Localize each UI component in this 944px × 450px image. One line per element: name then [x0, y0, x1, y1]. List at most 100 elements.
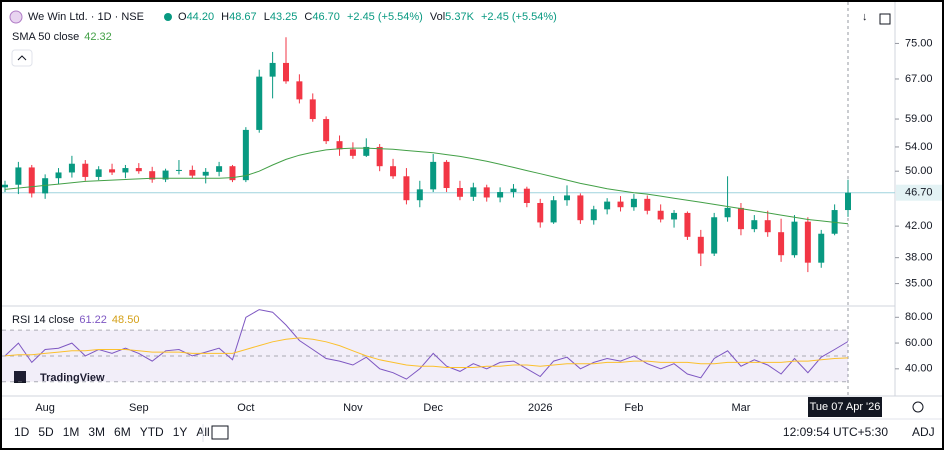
chevron-up [17, 55, 27, 61]
candle-body [550, 200, 557, 223]
range-button[interactable]: YTD [140, 425, 164, 439]
last-price-label: 46.70 [905, 187, 933, 199]
line-series [4, 147, 849, 225]
candle-body [751, 220, 758, 230]
time-tick-label: Mar [731, 402, 750, 414]
price-tick-label: 42.00 [905, 220, 933, 232]
candle-body [390, 166, 397, 177]
candle-body [778, 232, 785, 256]
crosshair-date: Tue 07 Apr '26 [810, 401, 881, 413]
candle-body [443, 161, 450, 189]
value: 48.67 [229, 11, 257, 23]
collapse-button[interactable] [11, 49, 33, 67]
candle-body [28, 167, 35, 194]
candle-body [122, 168, 129, 173]
candle-body [135, 168, 142, 172]
range-button[interactable]: 1Y [173, 425, 188, 439]
candle-body [764, 220, 771, 233]
label: C [304, 11, 312, 23]
value: 46.70 [312, 11, 340, 23]
candle-body [590, 209, 597, 221]
time-tick-label: 2026 [528, 402, 552, 414]
candle-body [283, 62, 289, 82]
candle-body [456, 188, 463, 197]
rsi-tick-label: 40.00 [905, 363, 933, 375]
ohlc: O44.20 H48.67 L43.25 C46.70 +2.45 (+5.54… [178, 11, 557, 23]
range-button[interactable]: 1D [14, 425, 30, 439]
candle-body [216, 166, 223, 172]
adj-button[interactable]: ADJ [912, 425, 935, 439]
rsi-ma-value: 48.50 [112, 314, 140, 326]
price-tick-label: 59.00 [905, 113, 933, 125]
candle-body [791, 221, 798, 256]
rsi-legend: RSI 14 close 61.22 48.50 [12, 314, 139, 326]
range-button[interactable]: 3M [88, 425, 105, 439]
candle-body [323, 119, 330, 142]
candle-body [577, 195, 584, 221]
fullscreen-icon[interactable] [879, 13, 891, 25]
date-range-icon[interactable] [211, 425, 229, 440]
candle-body [657, 210, 664, 220]
candle-body [269, 62, 276, 77]
candle-body [416, 189, 423, 201]
volume-change: +2.45 (+5.54%) [481, 11, 557, 23]
time-tick-label: Nov [343, 402, 363, 414]
candle-body [831, 210, 838, 234]
candle-body [470, 187, 477, 197]
candle-body [95, 169, 102, 177]
candle-body [363, 146, 370, 156]
candle-body [242, 129, 249, 181]
candle-body [202, 171, 209, 176]
time-tick-label: Sep [129, 402, 149, 414]
time-tick-label: Oct [237, 402, 254, 414]
label: Vol [430, 11, 445, 23]
time-tick-label: Dec [423, 402, 443, 414]
price-tick-label: 50.00 [905, 165, 933, 177]
value: 43.25 [270, 11, 298, 23]
candle-body [175, 169, 182, 171]
rsi-value: 61.22 [79, 314, 107, 326]
candle-body [336, 141, 343, 150]
line-series [4, 309, 849, 380]
range-button[interactable]: 5D [38, 425, 54, 439]
price-tick-label: 35.00 [905, 277, 933, 289]
range-button[interactable]: 6M [114, 425, 131, 439]
sma-value: 42.32 [84, 31, 112, 43]
range-button[interactable]: 1M [63, 425, 80, 439]
line-series [4, 337, 849, 368]
candle-body [737, 207, 744, 230]
symbol-logo [9, 10, 23, 24]
candle-body [724, 207, 731, 218]
candle-body [697, 236, 704, 254]
label: L [264, 11, 270, 23]
sma-name: SMA 50 close [12, 31, 79, 43]
candle-body [684, 212, 691, 237]
candle-body [804, 221, 811, 263]
price-tick-label: 75.00 [905, 37, 933, 49]
candle-body [845, 192, 851, 211]
price-tick-label: 38.00 [905, 252, 933, 264]
candle-body [162, 170, 169, 180]
candle-body [403, 176, 410, 201]
rsi-tick-label: 80.00 [905, 311, 933, 323]
candle-body [523, 188, 530, 203]
candle-body [296, 81, 303, 100]
date-label-bg [808, 397, 882, 417]
candle-body [537, 202, 544, 223]
candle-body [149, 171, 156, 180]
time-tick-label: Feb [624, 402, 643, 414]
change: +2.45 (+5.54%) [347, 11, 423, 23]
settings-icon[interactable] [912, 401, 924, 413]
candle-body [349, 149, 356, 156]
candle-body [430, 161, 437, 190]
candle-body [189, 169, 196, 176]
candle-body [15, 167, 22, 185]
value: 5.37K [445, 11, 474, 23]
candle-body [256, 76, 263, 130]
rsi-tick-label: 60.00 [905, 337, 933, 349]
candle-body [483, 187, 490, 198]
label: H [221, 11, 229, 23]
download-icon[interactable]: ↓ [862, 11, 868, 23]
candle-body [55, 172, 62, 179]
